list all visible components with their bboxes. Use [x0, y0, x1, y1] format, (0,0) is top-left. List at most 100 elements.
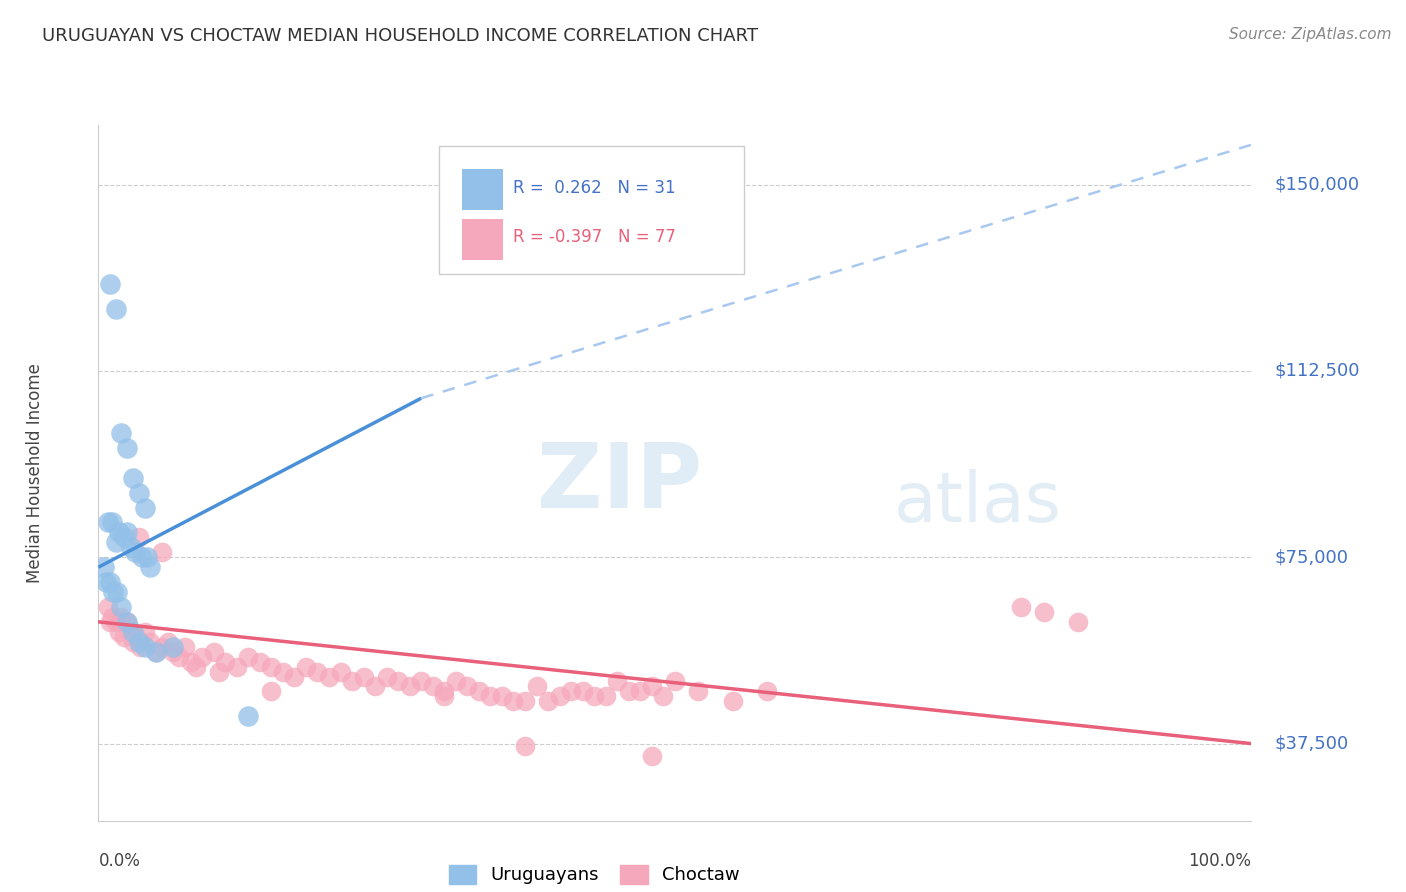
Point: [150, 545, 173, 559]
Point: [97, 599, 120, 614]
Point: [571, 684, 593, 698]
Point: [93, 560, 115, 574]
Point: [756, 684, 779, 698]
Point: [340, 674, 363, 689]
Point: [131, 550, 153, 565]
Point: [117, 525, 139, 540]
Point: [468, 684, 491, 698]
Point: [479, 690, 502, 704]
Point: [139, 560, 162, 574]
Point: [202, 645, 225, 659]
Point: [139, 634, 162, 648]
FancyBboxPatch shape: [461, 219, 503, 260]
Point: [117, 615, 139, 629]
Point: [1010, 599, 1032, 614]
Point: [283, 669, 305, 683]
Text: 0.0%: 0.0%: [98, 852, 141, 870]
Point: [641, 749, 664, 764]
Point: [513, 694, 536, 708]
Legend: Uruguayans, Choctaw: Uruguayans, Choctaw: [441, 858, 747, 892]
Point: [128, 485, 150, 500]
Point: [364, 680, 387, 694]
Point: [129, 640, 152, 654]
Point: [110, 610, 132, 624]
Point: [124, 545, 146, 559]
Point: [98, 575, 121, 590]
Text: atlas: atlas: [894, 469, 1062, 536]
Point: [122, 634, 145, 648]
Text: $150,000: $150,000: [1274, 176, 1360, 194]
Point: [411, 674, 433, 689]
Point: [238, 649, 260, 664]
Point: [433, 690, 456, 704]
Point: [641, 680, 664, 694]
Point: [271, 665, 294, 679]
FancyBboxPatch shape: [439, 145, 744, 275]
Point: [307, 665, 329, 679]
Point: [238, 709, 260, 723]
Point: [101, 610, 124, 624]
Point: [595, 690, 617, 704]
Point: [191, 649, 214, 664]
Point: [353, 669, 375, 683]
Point: [560, 684, 582, 698]
Point: [249, 655, 271, 669]
Point: [122, 471, 145, 485]
Point: [387, 674, 409, 689]
Point: [444, 674, 467, 689]
Point: [721, 694, 744, 708]
Point: [433, 684, 456, 698]
Point: [491, 690, 513, 704]
Text: R = -0.397   N = 77: R = -0.397 N = 77: [513, 228, 676, 246]
Point: [134, 640, 156, 654]
Point: [260, 659, 283, 673]
Text: $37,500: $37,500: [1274, 735, 1348, 753]
Point: [162, 645, 184, 659]
Point: [103, 585, 125, 599]
Text: ZIP: ZIP: [537, 439, 702, 526]
Point: [156, 634, 179, 648]
Point: [128, 634, 150, 648]
Point: [135, 550, 157, 565]
Point: [260, 684, 283, 698]
Point: [98, 277, 121, 291]
Text: $112,500: $112,500: [1274, 362, 1360, 380]
Point: [128, 530, 150, 544]
Point: [537, 694, 560, 708]
Point: [295, 659, 318, 673]
Point: [104, 535, 127, 549]
Point: [214, 655, 236, 669]
Point: [96, 575, 118, 590]
Point: [318, 669, 340, 683]
Point: [174, 640, 197, 654]
Point: [208, 665, 231, 679]
Point: [186, 659, 208, 673]
Point: [686, 684, 709, 698]
Point: [108, 624, 131, 639]
Point: [664, 674, 686, 689]
Point: [134, 624, 156, 639]
Point: [108, 525, 131, 540]
Point: [162, 640, 184, 654]
Point: [606, 674, 628, 689]
Point: [134, 500, 156, 515]
FancyBboxPatch shape: [461, 169, 503, 211]
Point: [1032, 605, 1054, 619]
Point: [375, 669, 398, 683]
Point: [526, 680, 548, 694]
Text: Median Household Income: Median Household Income: [25, 363, 44, 582]
Point: [167, 649, 190, 664]
Point: [117, 441, 139, 455]
Point: [110, 425, 132, 440]
Point: [225, 659, 247, 673]
Point: [145, 645, 167, 659]
Point: [145, 645, 167, 659]
Point: [583, 690, 606, 704]
Point: [110, 599, 132, 614]
Point: [502, 694, 524, 708]
Point: [125, 630, 148, 644]
Point: [112, 630, 135, 644]
Point: [104, 615, 127, 629]
Point: [97, 516, 120, 530]
Text: $75,000: $75,000: [1274, 549, 1348, 566]
